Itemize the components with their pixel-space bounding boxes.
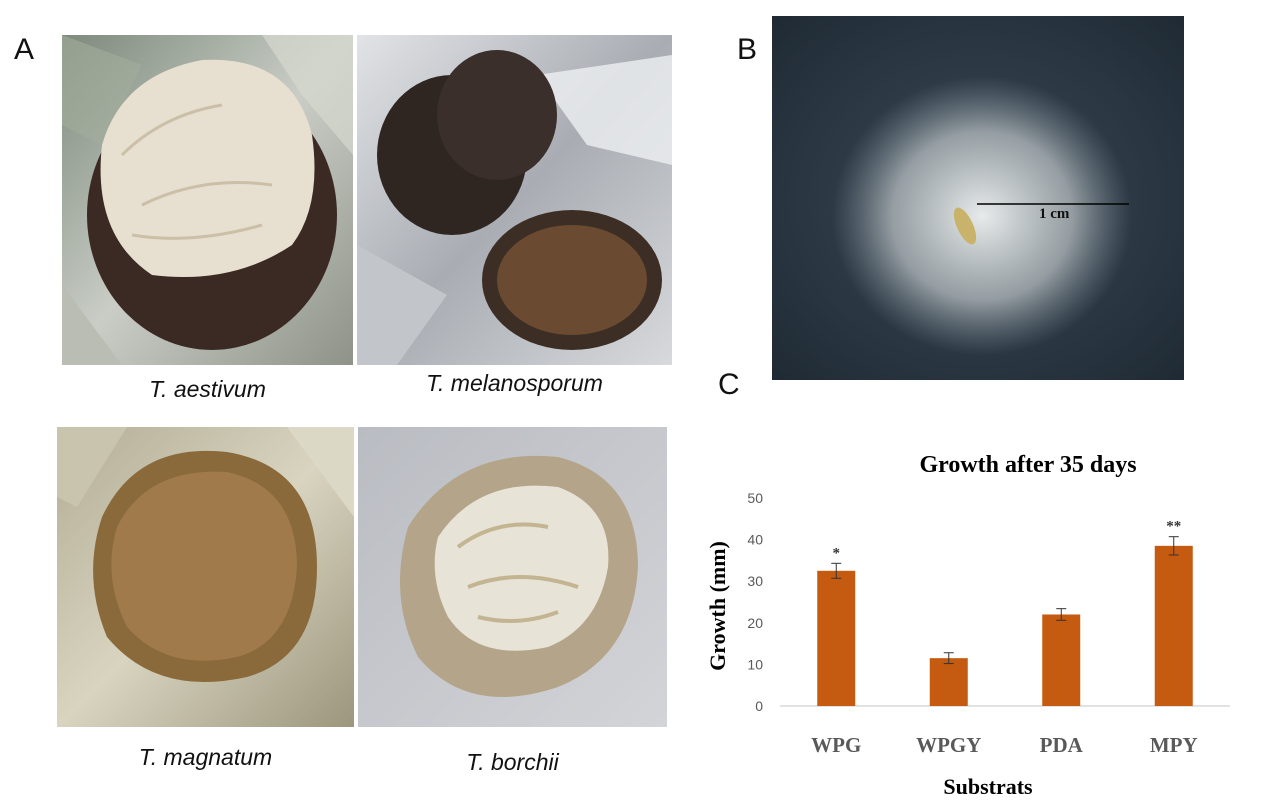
caption-magnatum: T. magnatum <box>138 744 273 770</box>
y-tick-label: 10 <box>747 656 763 672</box>
photo-truffle-borchii <box>358 427 667 727</box>
x-tick-label: WPGY <box>916 733 981 757</box>
y-axis-label: Growth (mm) <box>705 541 730 671</box>
caption-melanosporum: T. melanosporum <box>426 370 603 396</box>
photo-truffle-magnatum <box>57 427 354 727</box>
scale-bar-label: 1 cm <box>1039 206 1070 222</box>
growth-bar-chart: Growth after 35 days Growth (mm) Substra… <box>705 452 1230 799</box>
y-tick-label: 0 <box>755 698 763 714</box>
bar-wpgy <box>929 658 968 706</box>
x-tick-label: PDA <box>1040 733 1084 757</box>
panel-label-a: A <box>14 33 35 66</box>
y-tick-label: 50 <box>747 490 763 506</box>
significance-marker: * <box>833 545 841 561</box>
y-tick-label: 30 <box>747 573 763 589</box>
photo-truffle-aestivum <box>62 35 353 365</box>
chart-title: Growth after 35 days <box>919 452 1136 478</box>
photo-truffle-melanosporum <box>357 35 672 365</box>
panel-label-b: B <box>737 33 758 66</box>
x-tick-label: MPY <box>1150 733 1198 757</box>
panel-label-c: C <box>718 368 740 401</box>
significance-marker: ** <box>1166 519 1181 535</box>
caption-aestivum: T. aestivum <box>149 376 266 402</box>
bar-wpg <box>817 570 856 706</box>
x-tick-label: WPG <box>811 733 861 757</box>
bar-mpy <box>1154 545 1193 706</box>
y-tick-label: 20 <box>747 615 763 631</box>
photo-mycelium-culture <box>772 16 1184 380</box>
x-axis-label: Substrats <box>943 774 1033 799</box>
caption-borchii: T. borchii <box>466 749 559 775</box>
y-tick-label: 40 <box>747 532 763 548</box>
bar-pda <box>1042 614 1081 706</box>
